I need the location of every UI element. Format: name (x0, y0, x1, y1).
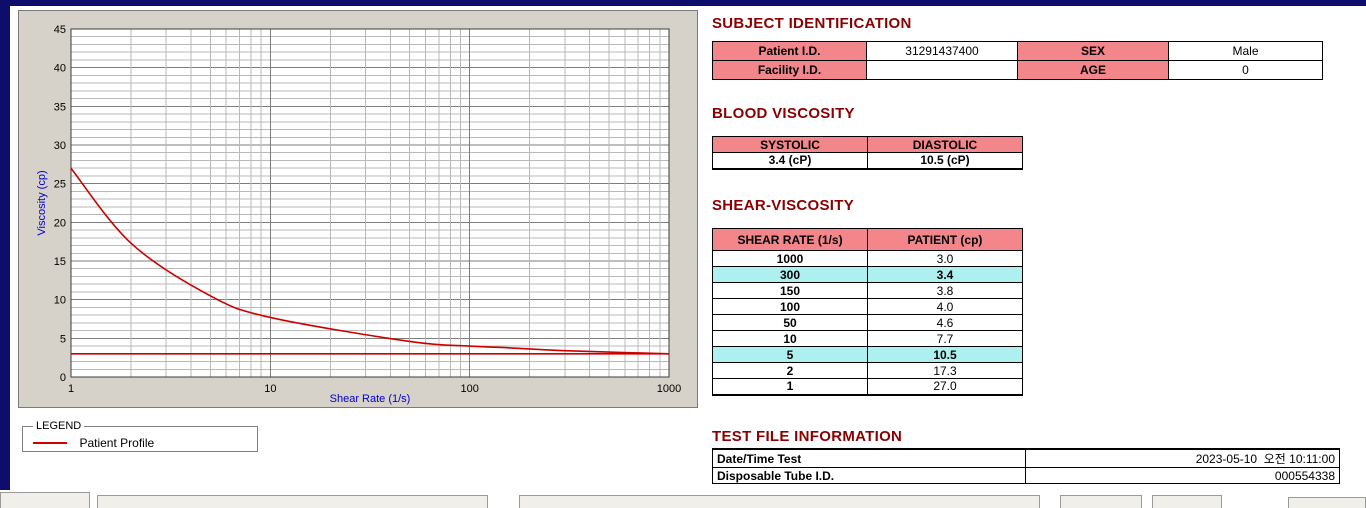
shear-row: 2 17.3 (712, 362, 1023, 379)
test-file-information-heading: TEST FILE INFORMATION (712, 428, 903, 445)
shear-row: 100 4.0 (712, 298, 1023, 315)
subject-identification-table: Patient I.D. 31291437400 SEX Male Facili… (712, 41, 1323, 80)
svg-text:35: 35 (54, 101, 66, 113)
chart-panel: 0 5 10 15 20 25 30 35 40 45 1 10 100 1000 Shear Rate (… (18, 10, 698, 408)
sex-value: Male (1168, 41, 1323, 61)
svg-text:1000: 1000 (657, 383, 681, 395)
svg-text:20: 20 (54, 217, 66, 229)
shear-viscosity-heading: SHEAR-VISCOSITY (712, 197, 855, 214)
legend-series-label: Patient Profile (79, 435, 155, 450)
patient-id-label: Patient I.D. (712, 41, 867, 61)
facility-id-value (866, 60, 1018, 80)
shear-row: 150 3.8 (712, 282, 1023, 299)
shear-patient-cell: 3.8 (867, 282, 1023, 299)
facility-id-label: Facility I.D. (712, 60, 867, 80)
window-titlebar (0, 0, 1366, 6)
svg-text:100: 100 (460, 383, 478, 395)
shear-rate-cell: 100 (712, 298, 868, 315)
shear-rate-cell: 300 (712, 266, 868, 283)
shear-patient-cell: 17.3 (867, 362, 1023, 379)
shear-rate-cell: 150 (712, 282, 868, 299)
bottom-partial-panel (1288, 497, 1366, 508)
test-file-information-table: Date/Time Test 2023-05-10 오전 10:11:00 Di… (712, 448, 1340, 484)
patient-id-value: 31291437400 (866, 41, 1018, 61)
shear-patient-column-header: PATIENT (cp) (867, 228, 1023, 251)
shear-rate-column-header: SHEAR RATE (1/s) (712, 228, 868, 251)
bottom-partial-panel (1152, 495, 1222, 508)
svg-text:45: 45 (54, 24, 66, 36)
subject-row-2: Facility I.D. AGE 0 (712, 60, 1323, 80)
svg-text:5: 5 (60, 333, 66, 345)
blood-value-row: 3.4 (cP) 10.5 (cP) (712, 152, 1023, 169)
datetime-test-value: 2023-05-10 오전 10:11:00 (1025, 448, 1340, 468)
shear-header-row: SHEAR RATE (1/s) PATIENT (cp) (712, 228, 1023, 251)
shear-rate-cell: 1 (712, 378, 868, 395)
shear-rate-cell: 5 (712, 346, 868, 363)
shear-rate-cell: 2 (712, 362, 868, 379)
shear-row: 5 10.5 (712, 346, 1023, 363)
blood-viscosity-heading: BLOOD VISCOSITY (712, 105, 855, 122)
diastolic-label: DIASTOLIC (867, 136, 1023, 153)
disposable-tube-id-label: Disposable Tube I.D. (712, 467, 1026, 484)
shear-table-body: 1000 3.0 300 3.4 150 3.8 100 4.0 50 4.6 10 7.7 5 10.5… (712, 250, 1023, 395)
shear-row: 10 7.7 (712, 330, 1023, 347)
legend-line-sample (33, 441, 67, 444)
shear-rate-cell: 50 (712, 314, 868, 331)
diastolic-value: 10.5 (cP) (867, 152, 1023, 169)
shear-patient-cell: 7.7 (867, 330, 1023, 347)
legend-box: LEGEND Patient Profile (22, 420, 258, 452)
svg-text:10: 10 (264, 383, 276, 395)
systolic-label: SYSTOLIC (712, 136, 868, 153)
shear-viscosity-table: SHEAR RATE (1/s) PATIENT (cp) 1000 3.0 300… (712, 228, 1023, 396)
svg-text:40: 40 (54, 63, 66, 75)
svg-text:0: 0 (60, 372, 66, 384)
svg-text:15: 15 (54, 256, 66, 268)
sex-label: SEX (1017, 41, 1169, 61)
test-file-row-tube: Disposable Tube I.D. 000554338 (712, 467, 1340, 484)
shear-patient-cell: 3.4 (867, 266, 1023, 283)
shear-rate-cell: 1000 (712, 250, 868, 267)
shear-row: 1000 3.0 (712, 250, 1023, 267)
svg-text:10: 10 (54, 295, 66, 307)
shear-patient-cell: 10.5 (867, 346, 1023, 363)
bottom-partial-panel (0, 492, 90, 508)
test-file-row-datetime: Date/Time Test 2023-05-10 오전 10:11:00 (712, 448, 1340, 468)
shear-row: 1 27.0 (712, 378, 1023, 395)
bottom-partial-panel (1060, 495, 1142, 508)
svg-text:1: 1 (68, 383, 74, 395)
subject-identification-heading: SUBJECT IDENTIFICATION (712, 15, 912, 32)
shear-row: 50 4.6 (712, 314, 1023, 331)
datetime-test-label: Date/Time Test (712, 448, 1026, 468)
blood-viscosity-table: SYSTOLIC DIASTOLIC 3.4 (cP) 10.5 (cP) (712, 136, 1023, 170)
disposable-tube-id-value: 000554338 (1025, 467, 1340, 484)
svg-text:Shear Rate (1/s): Shear Rate (1/s) (330, 393, 411, 405)
blood-header-row: SYSTOLIC DIASTOLIC (712, 136, 1023, 153)
subject-row-1: Patient I.D. 31291437400 SEX Male (712, 41, 1323, 61)
svg-text:Viscosity (cp): Viscosity (cp) (36, 170, 48, 235)
shear-patient-cell: 4.6 (867, 314, 1023, 331)
shear-patient-cell: 3.0 (867, 250, 1023, 267)
systolic-value: 3.4 (cP) (712, 152, 868, 169)
bottom-partial-panel (97, 495, 488, 508)
age-label: AGE (1017, 60, 1169, 80)
svg-text:25: 25 (54, 179, 66, 191)
shear-patient-cell: 27.0 (867, 378, 1023, 395)
bottom-partial-panel (519, 495, 1040, 508)
age-value: 0 (1168, 60, 1323, 80)
svg-text:30: 30 (54, 140, 66, 152)
shear-patient-cell: 4.0 (867, 298, 1023, 315)
shear-rate-cell: 10 (712, 330, 868, 347)
left-accent-strip (0, 6, 10, 490)
shear-row: 300 3.4 (712, 266, 1023, 283)
viscosity-chart: 0 5 10 15 20 25 30 35 40 45 1 10 100 1000 Shear Rate (… (36, 24, 681, 405)
legend-title: LEGEND (36, 420, 82, 432)
